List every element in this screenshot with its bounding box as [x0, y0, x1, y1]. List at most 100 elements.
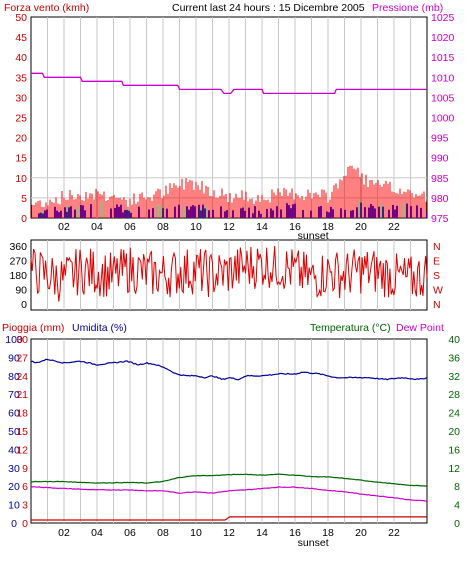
x-tick-label: 18 [322, 527, 334, 539]
wind-y-tick-label: 10 [15, 173, 27, 185]
series-line-dew-point [31, 486, 428, 502]
temperature-y-tick-label: 8 [454, 481, 460, 493]
x-tick-label: 08 [157, 527, 169, 539]
humidity-y-tick-label: 20 [8, 481, 20, 493]
x-tick-label: 12 [223, 221, 235, 233]
wind-y-tick-label: 5 [21, 193, 27, 205]
pressure-line [31, 72, 427, 95]
x-tick-label: 06 [124, 527, 136, 539]
wind-y-tick-label: 50 [15, 12, 27, 24]
x-tick-label: 04 [91, 527, 103, 539]
pressure-y-tick-label: 1005 [431, 92, 455, 104]
dewpoint-axis-title: Dew Point [396, 322, 444, 334]
compass-label: N [433, 241, 441, 253]
temperature-y-tick-label: 12 [448, 463, 460, 475]
temperature-y-tick-label: 16 [448, 444, 460, 456]
humidity-y-tick-label: 70 [8, 389, 20, 401]
pressure-y-tick-label: 995 [431, 133, 449, 145]
temperature-axis-title: Temperatura (°C) [310, 322, 391, 334]
pressure-y-tick-label: 990 [431, 153, 449, 165]
temperature-y-tick-label: 40 [448, 334, 460, 346]
rain-y-tick-label: 12 [16, 444, 28, 456]
humidity-y-tick-label: 100 [5, 334, 23, 346]
compass-label: N [433, 299, 441, 311]
humidity-y-tick-label: 40 [8, 444, 20, 456]
pressure-y-tick-label: 1000 [431, 113, 455, 125]
pressure-y-tick-label: 985 [431, 173, 449, 185]
x-tick-label: 06 [124, 221, 136, 233]
humidity-y-tick-label: 80 [8, 371, 20, 383]
rain-y-tick-label: 0 [22, 518, 28, 530]
temperature-y-tick-label: 4 [454, 500, 460, 512]
x-tick-label: 18 [322, 221, 334, 233]
humidity-y-tick-label: 90 [8, 352, 20, 364]
rain-axis-title: Pioggia (mm) [2, 322, 64, 334]
x-tick-label: 16 [289, 527, 301, 539]
humidity-axis-title: Umidita (%) [72, 322, 127, 334]
panel1-layer: 02 04 06 08 10 12 14 16 18 20 22sunset051015202530… [15, 12, 454, 242]
pressure-y-tick-label: 1020 [431, 32, 455, 44]
x-tick-label: 10 [190, 221, 202, 233]
direction-y-tick-label: 360 [9, 241, 27, 253]
wind-y-tick-label: 35 [15, 72, 27, 84]
pressure-y-tick-label: 980 [431, 193, 449, 205]
series-line-umidita- [30, 358, 428, 381]
pressure-y-tick-label: 1015 [431, 52, 455, 64]
wind-y-tick-label: 15 [15, 153, 27, 165]
humidity-y-tick-label: 30 [8, 463, 20, 475]
rain-y-tick-label: 15 [16, 426, 28, 438]
wind-y-tick-label: 30 [15, 92, 27, 104]
x-tick-label: 04 [91, 221, 103, 233]
temperature-y-tick-label: 32 [448, 371, 460, 383]
wind-y-tick-label: 20 [15, 133, 27, 145]
series-line-temperatura-c- [30, 473, 428, 487]
humidity-y-tick-label: 50 [8, 426, 20, 438]
x-tick-label: 12 [223, 527, 235, 539]
x-tick-label: 14 [256, 527, 268, 539]
x-tick-label: 22 [388, 527, 400, 539]
wind-y-tick-label: 40 [15, 52, 27, 64]
sunset-label: sunset [298, 230, 329, 242]
humidity-y-tick-label: 0 [11, 518, 17, 530]
x-tick-label: 22 [388, 221, 400, 233]
rain-y-tick-label: 18 [16, 408, 28, 420]
wind-y-tick-label: 0 [21, 213, 27, 225]
wind-y-tick-label: 45 [15, 32, 27, 44]
rain-y-tick-label: 30 [16, 334, 28, 346]
rain-y-tick-label: 21 [16, 389, 28, 401]
series-line-pioggia-mm- [31, 516, 427, 521]
panel3-layer: 02 04 06 08 10 12 14 16 18 20 22sunset010203040506… [5, 334, 460, 549]
humidity-y-tick-label: 60 [8, 408, 20, 420]
compass-label: W [433, 285, 443, 297]
x-tick-label: 20 [355, 527, 367, 539]
rain-y-tick-label: 27 [16, 352, 28, 364]
direction-y-tick-label: 0 [21, 299, 27, 311]
wind-axis-title: Forza vento (kmh) [4, 2, 89, 14]
compass-label: E [433, 256, 440, 268]
rain-y-tick-label: 24 [16, 371, 28, 383]
pressure-y-tick-label: 975 [431, 213, 449, 225]
x-tick-label: 02 [58, 221, 70, 233]
chart-title: Current last 24 hours : 15 Dicembre 2005 [172, 2, 365, 14]
x-tick-label: 02 [58, 527, 70, 539]
x-tick-label: 10 [190, 527, 202, 539]
direction-y-tick-label: 90 [15, 285, 27, 297]
x-tick-label: 20 [355, 221, 367, 233]
humidity-y-tick-label: 10 [8, 500, 20, 512]
pressure-y-tick-label: 1010 [431, 72, 455, 84]
x-tick-label: 14 [256, 221, 268, 233]
rain-y-tick-label: 9 [22, 463, 28, 475]
wind-y-tick-label: 25 [15, 113, 27, 125]
temperature-y-tick-label: 20 [448, 426, 460, 438]
rain-y-tick-label: 6 [22, 481, 28, 493]
temperature-y-tick-label: 24 [448, 408, 460, 420]
temperature-y-tick-label: 28 [448, 389, 460, 401]
compass-label: S [433, 270, 440, 282]
sunset-label: sunset [298, 537, 329, 549]
x-tick-label: 08 [157, 221, 169, 233]
x-tick-label: 16 [289, 221, 301, 233]
temperature-y-tick-label: 36 [448, 352, 460, 364]
